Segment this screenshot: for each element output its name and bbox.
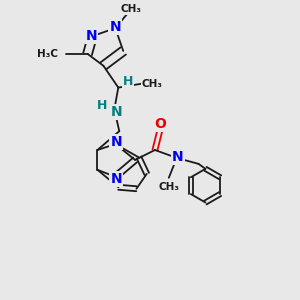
Text: O: O [154, 117, 166, 131]
Text: N: N [172, 150, 184, 164]
Text: CH₃: CH₃ [142, 79, 163, 88]
Text: H₃C: H₃C [37, 49, 58, 59]
Text: H: H [123, 75, 134, 88]
Text: N: N [86, 29, 98, 43]
Text: N: N [110, 172, 122, 186]
Text: CH₃: CH₃ [158, 182, 179, 192]
Text: N: N [110, 20, 121, 34]
Text: CH₃: CH₃ [121, 4, 142, 14]
Text: N: N [110, 105, 122, 119]
Text: H: H [97, 99, 108, 112]
Text: N: N [110, 135, 122, 149]
